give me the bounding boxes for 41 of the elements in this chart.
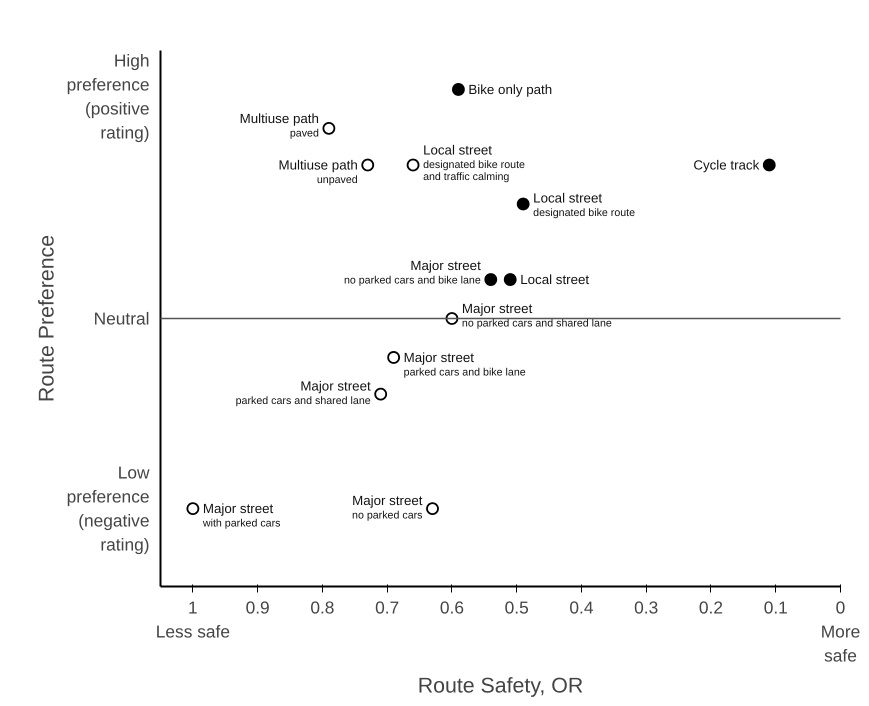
x-tick-label: 0.6 — [440, 598, 464, 618]
point — [452, 83, 465, 96]
point — [387, 351, 400, 364]
point — [516, 198, 530, 210]
annotation: Local street designated bike route — [533, 190, 636, 219]
annotation: Major street no parked cars and shared lane — [462, 301, 612, 330]
text: High preference (positive rating) — [66, 50, 150, 142]
annotation: Multiuse path paved — [240, 110, 319, 140]
ref-line-label: Neutral — [94, 308, 150, 328]
point — [361, 158, 374, 172]
annotation: Major street parked cars and bike lane — [404, 350, 526, 378]
x-tick-label: 0.4 — [569, 598, 594, 618]
annotation: Major street with parked cars — [202, 501, 280, 530]
x-tick-label: 1 Less safe — [156, 598, 230, 642]
annotation: Major street no parked cars — [352, 493, 423, 522]
x-tick-label: 0.9 — [246, 598, 270, 618]
point — [406, 158, 420, 172]
point — [374, 388, 388, 400]
x-axis-title: Route Safety, OR — [418, 674, 584, 698]
annotation: Multiuse path unpaved — [278, 158, 358, 186]
x-tick-label: 0.7 — [375, 598, 400, 618]
point — [322, 122, 336, 135]
annotation: Local street designated bike route and traffic calming — [423, 142, 526, 184]
annotation: Local street — [520, 272, 590, 288]
annotation: Cycle track — [693, 158, 760, 173]
x-tick-label: 0.1 — [764, 598, 788, 618]
point — [504, 273, 517, 286]
x-tick-label: 0.2 — [698, 598, 724, 618]
x-tick-label: 0 More safe — [820, 598, 860, 666]
annotation: Major street no parked cars and bike lane — [344, 258, 482, 287]
y-axis-title: Route Preference — [34, 234, 59, 402]
x-tick-label: 0.5 — [504, 598, 529, 618]
x-tick-label: 0.8 — [310, 598, 334, 618]
text: Low preference (negative rating) — [66, 462, 150, 555]
annotation: Major street parked cars and shared lane — [236, 378, 371, 408]
point — [426, 502, 439, 516]
point — [186, 502, 200, 516]
annotation: Bike only path — [468, 82, 552, 97]
point — [762, 158, 776, 172]
x-tick-label: 0.3 — [634, 598, 658, 618]
point — [484, 273, 498, 286]
